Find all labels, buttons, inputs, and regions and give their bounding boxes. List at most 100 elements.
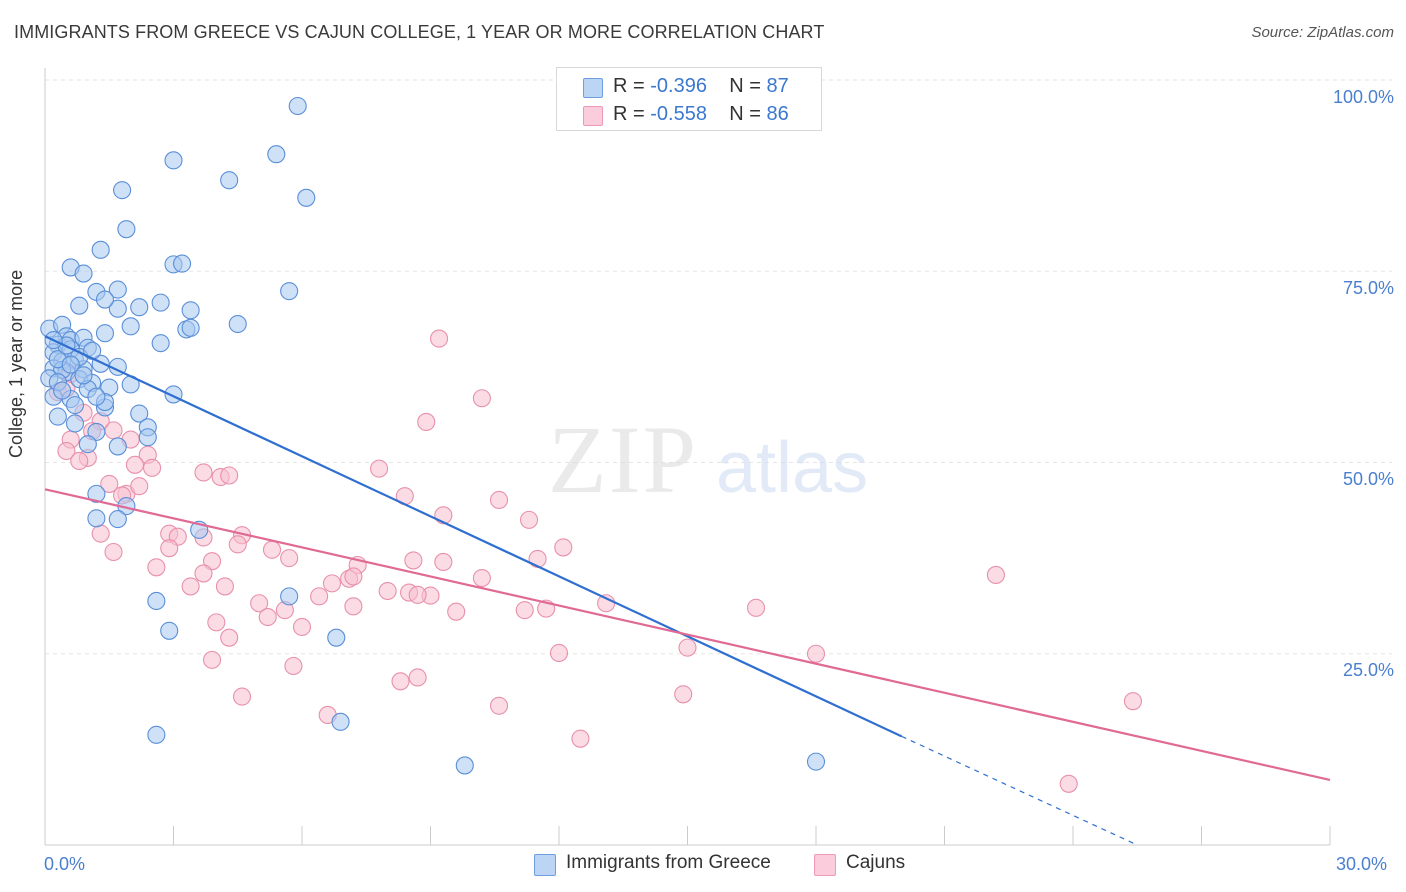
cajun-point (344, 567, 363, 586)
greece-point (78, 435, 97, 454)
cajun-point (674, 685, 693, 704)
greece-point (74, 366, 93, 385)
cajun-point (220, 466, 239, 485)
greece-point (280, 587, 299, 606)
greece-point (87, 484, 106, 503)
cajun-point (344, 597, 363, 616)
cajun-point (91, 524, 110, 543)
watermark: ZIP atlas (548, 406, 868, 513)
bottom-legend-label-cajun: Cajuns (846, 852, 906, 873)
cajun-point (408, 668, 427, 687)
cajun-point (220, 628, 239, 647)
greece-point (151, 293, 170, 312)
trendline-greece (44, 335, 903, 738)
cajun-point (370, 459, 389, 478)
cajun-point (1123, 692, 1143, 711)
y-tick-label: 50.0% (1342, 469, 1394, 489)
cajun-points (48, 329, 1143, 793)
greece-point (113, 181, 132, 200)
greece-point (130, 298, 149, 317)
cajun-point (250, 594, 269, 613)
greece-point (220, 171, 239, 190)
cajun-point (215, 577, 234, 596)
greece-point (138, 428, 157, 447)
greece-point (48, 407, 67, 426)
legend-r-label: R = (613, 103, 645, 125)
greece-point (83, 341, 102, 360)
cajun-point (806, 644, 826, 663)
cajun-point (472, 389, 491, 408)
cajun-point (322, 574, 342, 593)
chart-title: IMMIGRANTS FROM GREECE VS CAJUN COLLEGE,… (14, 22, 825, 42)
legend-swatch-greece (583, 78, 603, 98)
legend-r-label: R = (613, 75, 645, 97)
bottom-legend-label-greece: Immigrants from Greece (566, 852, 771, 873)
stats-legend: R = -0.396 N = 87 R = -0.558 N = 86 (556, 67, 822, 131)
cajun-point (408, 585, 427, 604)
cajun-point (489, 490, 509, 510)
greece-point (130, 404, 149, 423)
cajun-point (447, 602, 466, 621)
greece-point (228, 314, 247, 334)
greece-point (455, 756, 474, 775)
cajun-point (194, 463, 213, 482)
cajun-point (104, 421, 123, 440)
greece-point (806, 752, 826, 771)
cajun-point (207, 613, 226, 632)
greece-point (147, 591, 166, 611)
axes (44, 68, 1331, 846)
greece-point (181, 301, 200, 320)
greece-point (108, 280, 127, 299)
greece-point (267, 145, 286, 164)
cajun-point (292, 617, 312, 637)
cajun-point (130, 477, 149, 496)
cajun-point (160, 539, 179, 558)
trendline-greece-extension (901, 735, 1138, 846)
y-tick-label: 25.0% (1342, 660, 1394, 680)
greece-point (331, 712, 350, 731)
y-tick-label: 100.0% (1332, 87, 1394, 107)
cajun-point (194, 564, 213, 583)
cajun-point (228, 535, 247, 554)
cajun-point (203, 650, 222, 669)
cajun-point (746, 598, 766, 617)
cajun-point (571, 729, 590, 748)
cajun-point (549, 643, 569, 663)
cajun-point (258, 607, 277, 627)
greece-point (87, 387, 106, 406)
cajun-point (232, 687, 252, 706)
greece-point (108, 510, 127, 529)
cajun-point (554, 538, 573, 557)
legend-r-value: -0.558 (650, 103, 707, 125)
greece-point (297, 188, 316, 207)
trendline-cajun (44, 488, 1331, 782)
cajun-point (528, 549, 547, 568)
greece-points (40, 96, 826, 775)
legend-n-value: 87 (766, 75, 789, 97)
greece-point (288, 96, 307, 116)
cajun-point (125, 455, 144, 474)
cajun-point (986, 565, 1005, 585)
greece-point (181, 318, 200, 337)
cajun-point (70, 451, 89, 471)
y-axis-label: College, 1 year or more (6, 269, 26, 458)
watermark-atlas: atlas (716, 428, 868, 508)
cajun-point (430, 329, 449, 348)
greece-point (87, 509, 106, 528)
legend-n-label: N = (729, 103, 761, 125)
legend-swatch-cajun (583, 106, 603, 126)
legend-n-value: 86 (766, 103, 789, 125)
greece-point (117, 220, 136, 239)
cajun-point (678, 638, 697, 657)
greece-point (160, 621, 179, 640)
cajun-point (434, 552, 453, 572)
greece-point (280, 282, 299, 301)
watermark-zip: ZIP (548, 406, 698, 513)
cajun-point (378, 581, 397, 601)
greece-point (164, 151, 183, 170)
greece-point (108, 437, 127, 456)
cajun-point (404, 551, 423, 570)
greece-point (61, 355, 80, 374)
greece-point (87, 422, 106, 441)
